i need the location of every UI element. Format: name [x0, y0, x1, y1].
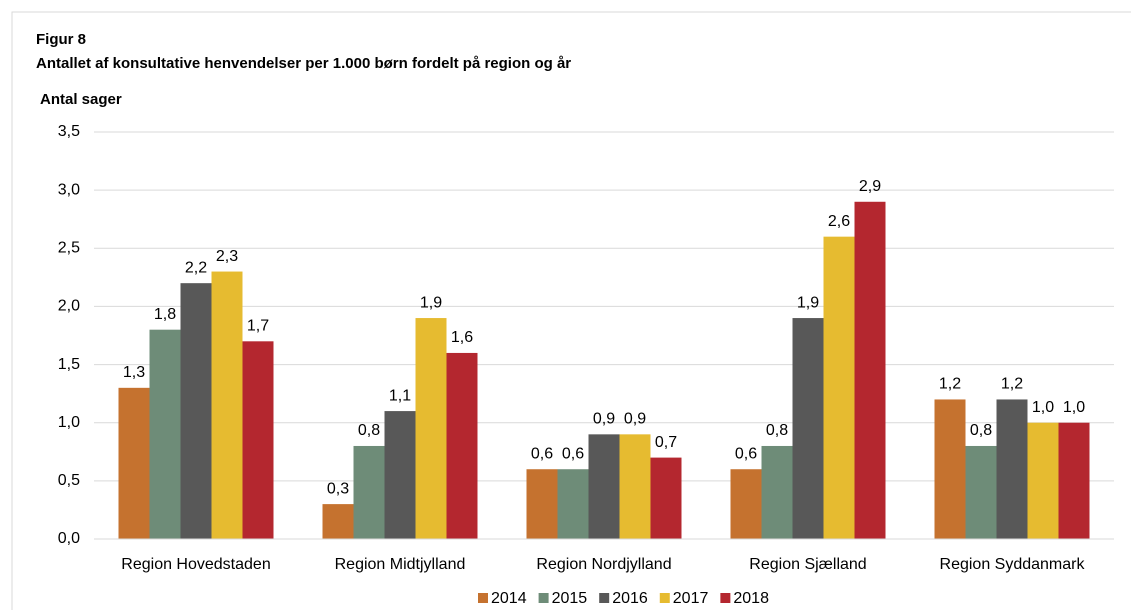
- bar: [965, 445, 997, 539]
- y-tick-label: 2,0: [58, 298, 80, 315]
- bar: [588, 434, 620, 539]
- data-label: 1,0: [1032, 399, 1054, 416]
- data-label: 1,2: [1001, 376, 1023, 393]
- bar: [854, 201, 886, 539]
- data-label: 0,7: [655, 434, 677, 451]
- bar: [650, 457, 682, 539]
- bar: [149, 329, 181, 539]
- data-label: 0,6: [562, 445, 584, 462]
- legend-swatch: [659, 593, 670, 603]
- bar: [557, 469, 589, 539]
- bar: [823, 236, 855, 539]
- bar: [415, 318, 447, 539]
- legend-label: 2015: [552, 590, 588, 607]
- bar: [792, 318, 824, 539]
- bar: [322, 504, 354, 539]
- legend-label: 2016: [612, 590, 648, 607]
- chart-title: Figur 8: [36, 31, 86, 48]
- bar: [730, 469, 762, 539]
- data-label: 1,9: [797, 294, 819, 311]
- bar: [211, 271, 243, 539]
- y-tick-label: 3,5: [58, 123, 80, 140]
- y-tick-label: 2,5: [58, 240, 80, 257]
- data-label: 1,0: [1063, 399, 1085, 416]
- bar: [761, 445, 793, 539]
- chart-subtitle: Antallet af konsultative henvendelser pe…: [36, 55, 571, 72]
- bar: [384, 411, 416, 539]
- data-label: 0,9: [593, 411, 615, 428]
- chart-frame: [11, 11, 1131, 610]
- legend-label: 2014: [491, 590, 527, 607]
- bar: [446, 352, 478, 539]
- y-tick-label: 3,0: [58, 181, 80, 198]
- bar: [526, 469, 558, 539]
- data-label: 0,3: [327, 480, 349, 497]
- data-label: 2,2: [185, 259, 207, 276]
- legend-label: 2018: [733, 590, 769, 607]
- data-label: 1,3: [123, 364, 145, 381]
- legend-swatch: [720, 593, 731, 603]
- bar: [118, 387, 150, 539]
- x-tick-label: Region Syddanmark: [940, 556, 1086, 573]
- legend-swatch: [599, 593, 610, 603]
- y-tick-label: 0,5: [58, 472, 80, 489]
- data-label: 1,7: [247, 318, 269, 335]
- bar: [1027, 422, 1059, 539]
- legend-swatch: [538, 593, 549, 603]
- x-tick-label: Region Midtjylland: [335, 556, 466, 573]
- bar: [180, 283, 212, 539]
- data-label: 0,6: [735, 445, 757, 462]
- data-label: 2,9: [859, 178, 881, 195]
- data-label: 0,8: [766, 422, 788, 439]
- bar: [619, 434, 651, 539]
- bar: [1058, 422, 1090, 539]
- x-tick-label: Region Nordjylland: [536, 556, 671, 573]
- bar: [996, 399, 1028, 539]
- y-tick-label: 1,5: [58, 356, 80, 373]
- data-label: 1,2: [939, 376, 961, 393]
- data-label: 2,3: [216, 248, 238, 265]
- bar: [934, 399, 966, 539]
- y-axis-label: Antal sager: [40, 91, 122, 108]
- x-tick-label: Region Hovedstaden: [121, 556, 270, 573]
- legend-swatch: [478, 593, 488, 603]
- bar: [353, 445, 385, 539]
- data-label: 1,1: [389, 387, 411, 404]
- data-label: 0,9: [624, 411, 646, 428]
- data-label: 2,6: [828, 213, 850, 230]
- x-tick-label: Region Sjælland: [749, 556, 866, 573]
- data-label: 0,6: [531, 445, 553, 462]
- data-label: 0,8: [970, 422, 992, 439]
- data-label: 0,8: [358, 422, 380, 439]
- y-tick-label: 1,0: [58, 414, 80, 431]
- y-tick-label: 0,0: [58, 530, 80, 547]
- data-label: 1,8: [154, 306, 176, 323]
- data-label: 1,6: [451, 329, 473, 346]
- bar: [242, 341, 274, 539]
- legend-label: 2017: [673, 590, 709, 607]
- data-label: 1,9: [420, 294, 442, 311]
